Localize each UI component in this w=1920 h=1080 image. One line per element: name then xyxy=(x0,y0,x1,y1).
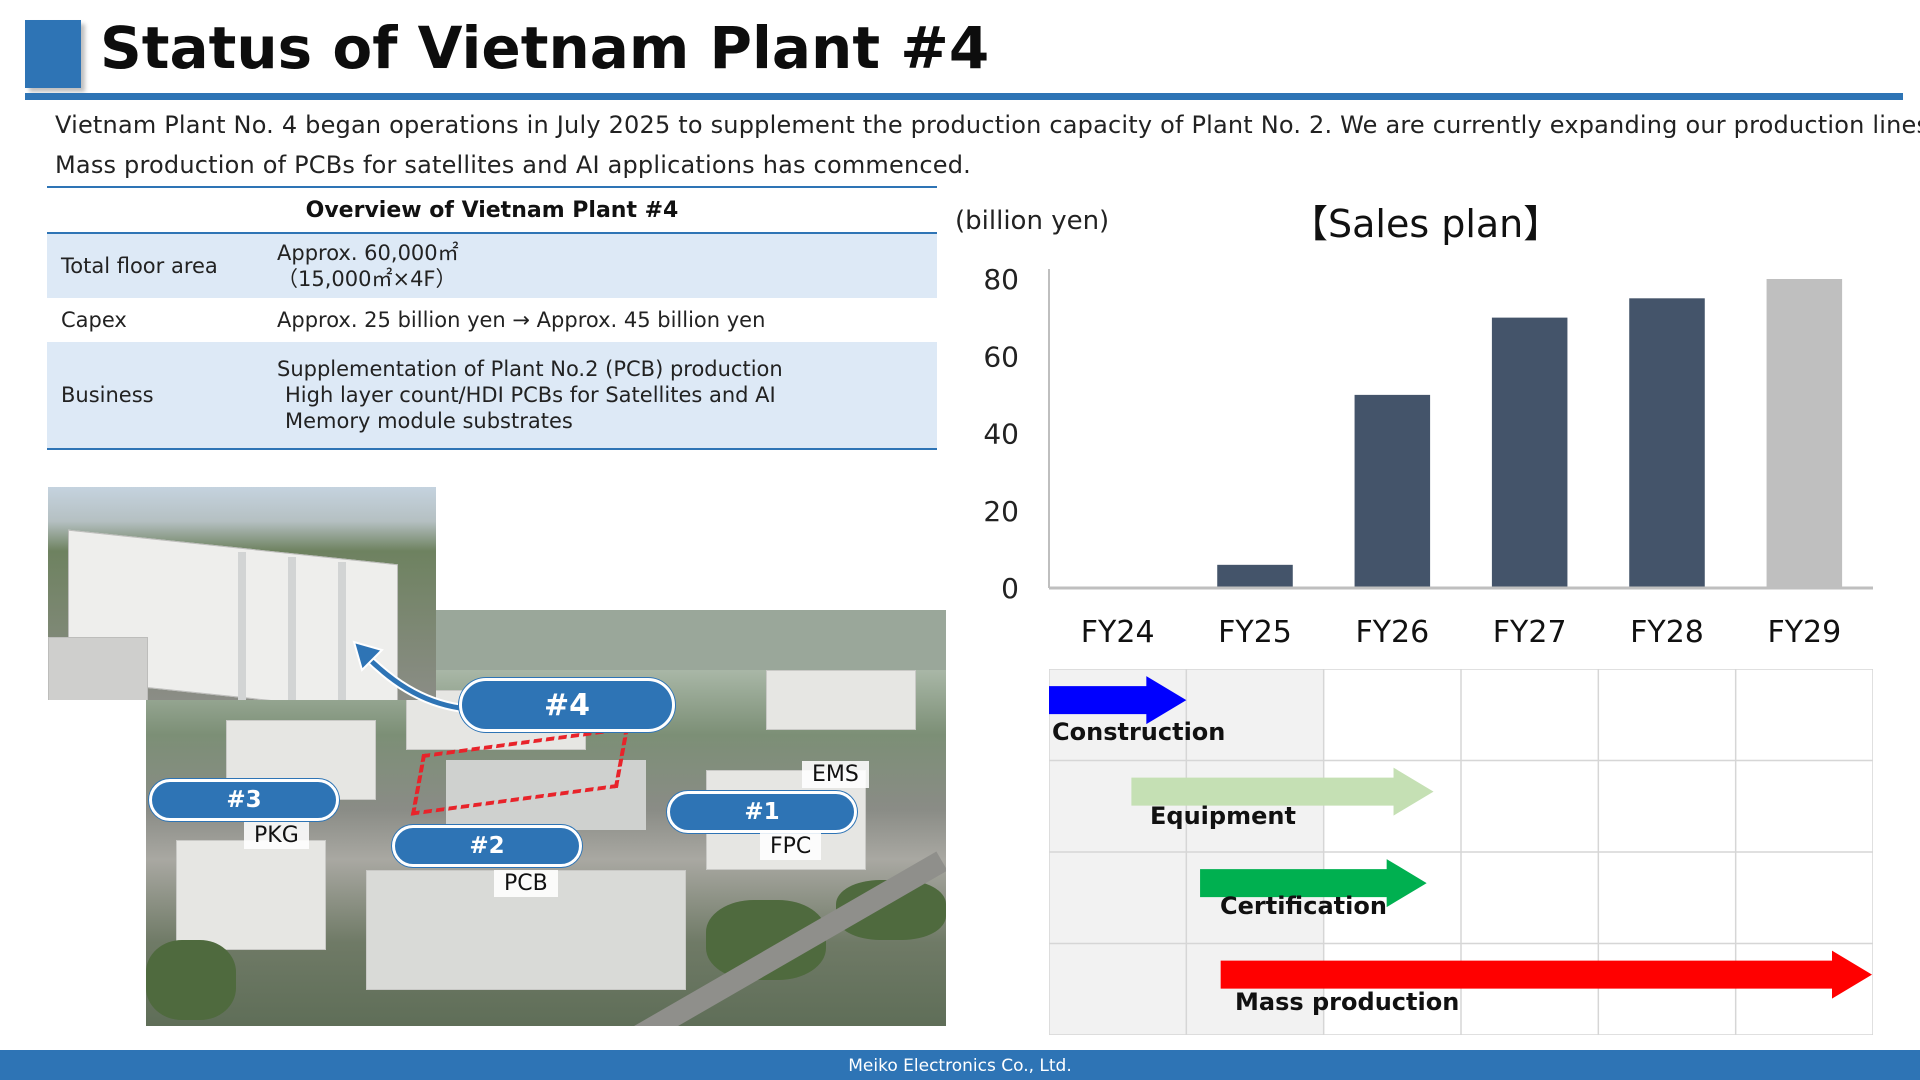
schedule-svg xyxy=(1049,669,1873,1035)
plant-4-closeup-photo xyxy=(48,487,436,700)
schedule-grid xyxy=(1049,669,1873,1035)
chart-y-unit: (billion yen) xyxy=(955,206,1110,236)
bar-fy26 xyxy=(1354,394,1431,588)
plant-4-label: #4 xyxy=(459,678,675,732)
overview-row-business: Business Supplementation of Plant No.2 (… xyxy=(47,342,937,448)
x-tick-label: FY27 xyxy=(1493,615,1567,650)
pkg-tag: PKG xyxy=(244,822,309,849)
plant-1-label: #1 xyxy=(667,791,857,833)
plant-2-label: #2 xyxy=(392,825,582,867)
title-accent-square xyxy=(25,20,81,88)
y-tick-label: 20 xyxy=(983,495,1019,528)
x-tick-label: FY26 xyxy=(1355,615,1429,650)
phase-label-construction: Construction xyxy=(1052,718,1226,746)
phase-label-mass-production: Mass production xyxy=(1235,988,1460,1016)
ems-tag: EMS xyxy=(802,761,869,788)
phase-arrow-icon xyxy=(1049,676,1187,725)
callout-arrow-icon xyxy=(352,640,461,713)
overview-row-floor-area: Total floor area Approx. 60,000㎡ （15,000… xyxy=(47,234,937,298)
overview-key: Business xyxy=(61,383,154,407)
overview-top-rule xyxy=(47,186,937,188)
overview-value: Approx. 60,000㎡ （15,000㎡×4F） xyxy=(277,240,937,292)
bar-fy27 xyxy=(1491,317,1568,588)
overview-header: Overview of Vietnam Plant #4 xyxy=(47,188,937,234)
x-tick-label: FY29 xyxy=(1767,615,1841,650)
phase-arrow-icon xyxy=(1131,767,1434,816)
overview-value-line: Supplementation of Plant No.2 (PCB) prod… xyxy=(277,357,783,381)
footer-bar xyxy=(0,1050,1920,1080)
overview-key: Total floor area xyxy=(61,254,218,278)
x-tick-label: FY28 xyxy=(1630,615,1704,650)
overview-value-line: （15,000㎡×4F） xyxy=(277,267,457,291)
pcb-tag: PCB xyxy=(494,870,558,897)
bar-fy28 xyxy=(1629,298,1705,588)
y-tick-label: 80 xyxy=(983,263,1019,296)
page-title: Status of Vietnam Plant #4 xyxy=(100,14,990,82)
overview-value-line: High layer count/HDI PCBs for Satellites… xyxy=(285,383,776,407)
overview-bottom-rule xyxy=(47,448,937,450)
phase-label-equipment: Equipment xyxy=(1150,802,1296,830)
bar-fy29 xyxy=(1766,279,1843,588)
overview-value: Supplementation of Plant No.2 (PCB) prod… xyxy=(277,356,937,434)
y-tick-label: 60 xyxy=(983,340,1019,373)
footer-company: Meiko Electronics Co., Ltd. xyxy=(848,1056,1072,1076)
phase-arrow-icon xyxy=(1200,859,1427,908)
bar-fy25 xyxy=(1217,564,1293,588)
title-rule xyxy=(25,93,1903,100)
intro-line-2: Mass production of PCBs for satellites a… xyxy=(55,151,971,179)
phase-arrow-icon xyxy=(1220,950,1872,999)
phase-label-certification: Certification xyxy=(1220,892,1387,920)
overview-row-capex: Capex Approx. 25 billion yen → Approx. 4… xyxy=(47,298,937,342)
y-tick-label: 0 xyxy=(1001,572,1019,605)
overview-value: Approx. 25 billion yen → Approx. 45 bill… xyxy=(277,308,766,332)
plant-3-label: #3 xyxy=(149,779,339,821)
y-tick-label: 40 xyxy=(983,418,1019,451)
overview-value-line: Memory module substrates xyxy=(285,409,573,433)
chart-title: 【Sales plan】 xyxy=(1290,202,1562,246)
sales-plan-chart: 0 20 40 60 80 FY24 FY25 FY26 FY27 FY28 FY29 xyxy=(983,263,1873,650)
overview-key: Capex xyxy=(61,308,127,332)
x-tick-label: FY24 xyxy=(1081,615,1155,650)
overview-value-line: Approx. 60,000㎡ xyxy=(277,241,459,265)
overview-table: Overview of Vietnam Plant #4 Total floor… xyxy=(47,186,937,450)
x-tick-label: FY25 xyxy=(1218,615,1292,650)
intro-line-1: Vietnam Plant No. 4 began operations in … xyxy=(55,111,1920,139)
fpc-tag: FPC xyxy=(760,833,822,860)
